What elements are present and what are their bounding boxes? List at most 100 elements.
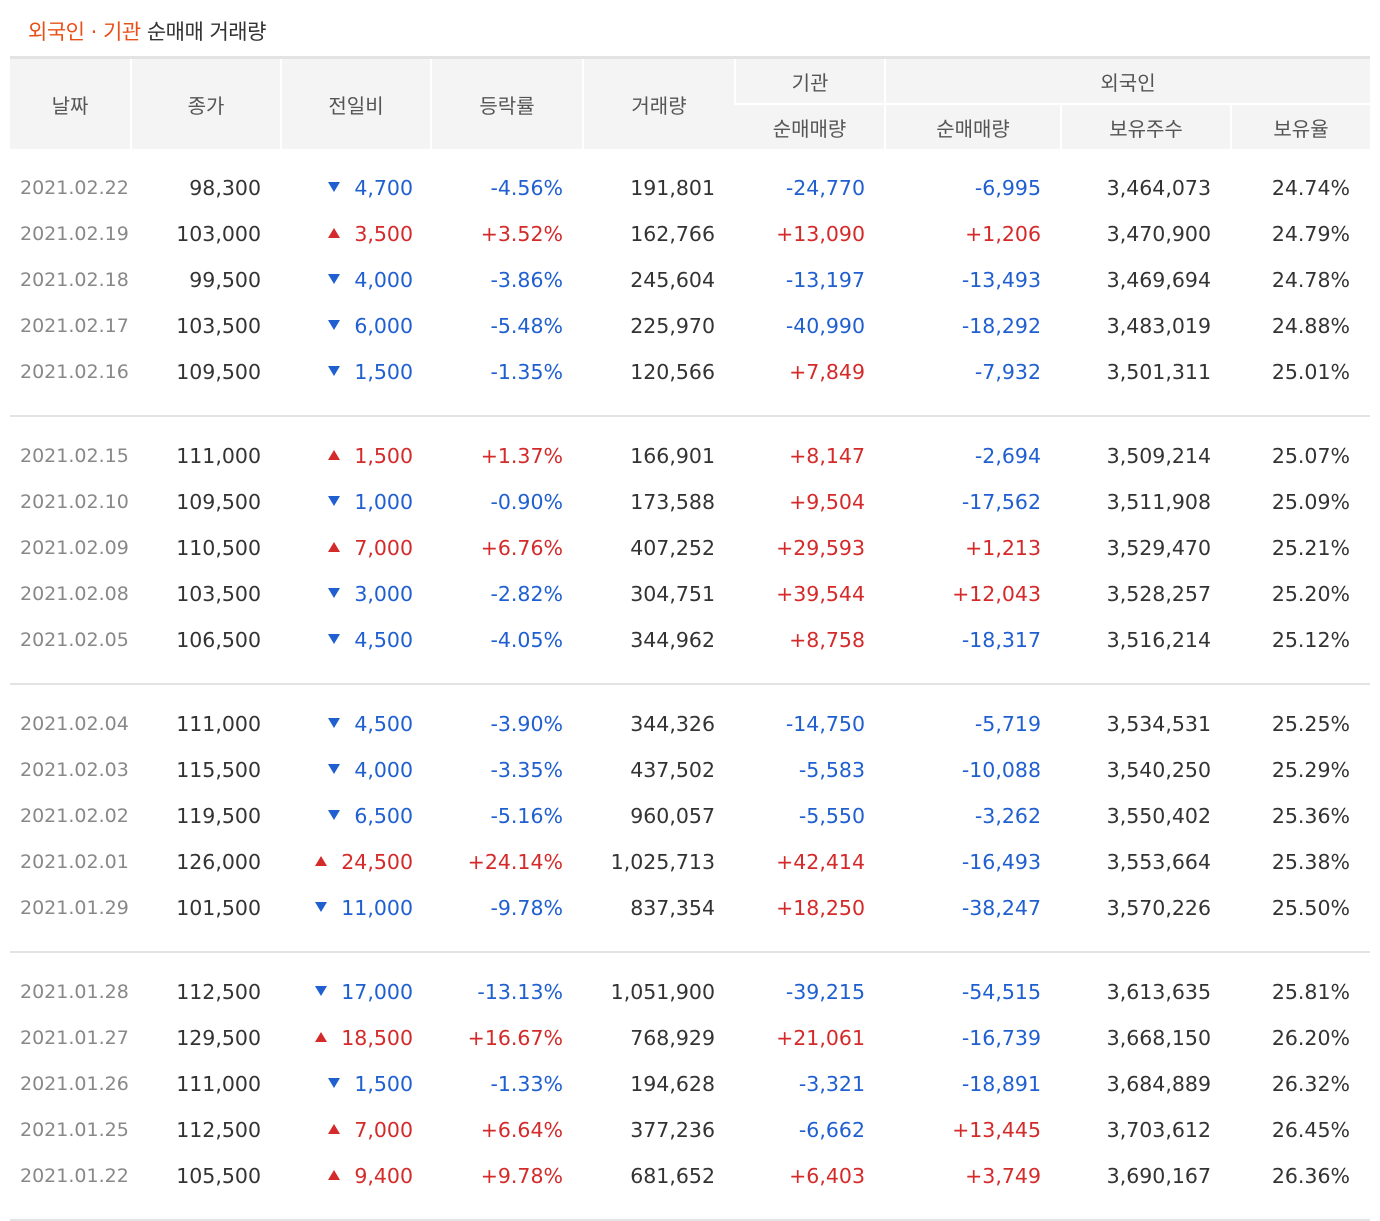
cell-date: 2021.02.17 bbox=[20, 315, 129, 337]
cell-inst-net: -24,770 bbox=[785, 176, 865, 200]
cell-foreign-hold: 3,509,214 bbox=[1106, 444, 1211, 468]
table-row: 2021.01.28 112,500 17,000 -13.13% 1,051,900 -… bbox=[10, 969, 1370, 1015]
cell-foreign-ratio: 25.12% bbox=[1271, 628, 1350, 652]
cell-change: 9,400 bbox=[281, 1153, 431, 1199]
cell-foreign-hold: 3,613,635 bbox=[1106, 980, 1211, 1004]
cell-volume: 194,628 bbox=[630, 1072, 715, 1096]
cell-close: 112,500 bbox=[176, 1118, 261, 1142]
change-value: 3,500 bbox=[354, 222, 413, 246]
cell-inst-net: +8,758 bbox=[789, 628, 865, 652]
cell-change: 1,500 bbox=[281, 433, 431, 479]
cell-foreign-hold: 3,550,402 bbox=[1106, 804, 1211, 828]
cell-rate: -4.05% bbox=[490, 628, 563, 652]
cell-date: 2021.02.05 bbox=[20, 629, 129, 651]
table-row: 2021.02.15 111,000 1,500 +1.37% 166,901 +8,14… bbox=[10, 433, 1370, 479]
cell-foreign-hold: 3,540,250 bbox=[1106, 758, 1211, 782]
cell-change: 24,500 bbox=[281, 839, 431, 885]
triangle-down-icon bbox=[328, 588, 341, 598]
triangle-down-icon bbox=[328, 274, 341, 284]
table-row: 2021.02.18 99,500 4,000 -3.86% 245,604 -13,19… bbox=[10, 257, 1370, 303]
cell-date: 2021.02.02 bbox=[20, 805, 129, 827]
cell-close: 126,000 bbox=[176, 850, 261, 874]
cell-inst-net: +18,250 bbox=[776, 896, 865, 920]
cell-foreign-hold: 3,501,311 bbox=[1106, 360, 1211, 384]
cell-foreign-hold: 3,464,073 bbox=[1106, 176, 1211, 200]
cell-foreign-ratio: 25.38% bbox=[1271, 850, 1350, 874]
cell-foreign-hold: 3,690,167 bbox=[1106, 1164, 1211, 1188]
cell-foreign-net: -54,515 bbox=[961, 980, 1041, 1004]
cell-inst-net: -5,583 bbox=[798, 758, 865, 782]
cell-change: 3,500 bbox=[281, 211, 431, 257]
cell-change: 4,500 bbox=[281, 617, 431, 663]
cell-inst-net: +6,403 bbox=[789, 1164, 865, 1188]
header-volume: 거래량 bbox=[582, 56, 735, 149]
cell-foreign-ratio: 26.32% bbox=[1271, 1072, 1350, 1096]
cell-change: 4,700 bbox=[281, 165, 431, 211]
cell-foreign-ratio: 25.20% bbox=[1271, 582, 1350, 606]
cell-close: 112,500 bbox=[176, 980, 261, 1004]
table-body: 2021.02.22 98,300 4,700 -4.56% 191,801 -24,77… bbox=[10, 149, 1370, 1221]
cell-foreign-ratio: 25.29% bbox=[1271, 758, 1350, 782]
triangle-down-icon bbox=[315, 986, 328, 996]
cell-change: 4,500 bbox=[281, 701, 431, 747]
cell-foreign-ratio: 25.07% bbox=[1271, 444, 1350, 468]
cell-date: 2021.01.25 bbox=[20, 1119, 129, 1141]
cell-volume: 173,588 bbox=[630, 490, 715, 514]
cell-change: 17,000 bbox=[281, 969, 431, 1015]
cell-change: 1,500 bbox=[281, 1061, 431, 1107]
cell-inst-net: +21,061 bbox=[776, 1026, 865, 1050]
spacer bbox=[10, 685, 1370, 701]
triangle-up-icon bbox=[315, 1032, 328, 1042]
table-row: 2021.02.03 115,500 4,000 -3.35% 437,502 -5,58… bbox=[10, 747, 1370, 793]
cell-volume: 344,962 bbox=[630, 628, 715, 652]
cell-volume: 344,326 bbox=[630, 712, 715, 736]
cell-rate: -3.90% bbox=[490, 712, 563, 736]
cell-foreign-net: +1,206 bbox=[965, 222, 1041, 246]
cell-rate: +3.52% bbox=[480, 222, 563, 246]
cell-rate: +6.76% bbox=[480, 536, 563, 560]
cell-close: 115,500 bbox=[176, 758, 261, 782]
triangle-down-icon bbox=[328, 634, 341, 644]
cell-change: 1,500 bbox=[281, 349, 431, 395]
cell-date: 2021.02.18 bbox=[20, 269, 129, 291]
triangle-down-icon bbox=[328, 496, 341, 506]
cell-volume: 304,751 bbox=[630, 582, 715, 606]
cell-close: 105,500 bbox=[176, 1164, 261, 1188]
table-row: 2021.02.01 126,000 24,500 +24.14% 1,025,713 +… bbox=[10, 839, 1370, 885]
change-value: 1,500 bbox=[354, 444, 413, 468]
cell-date: 2021.01.27 bbox=[20, 1027, 129, 1049]
cell-foreign-hold: 3,516,214 bbox=[1106, 628, 1211, 652]
cell-foreign-net: -16,493 bbox=[961, 850, 1041, 874]
cell-foreign-hold: 3,534,531 bbox=[1106, 712, 1211, 736]
cell-change: 6,000 bbox=[281, 303, 431, 349]
cell-close: 103,500 bbox=[176, 314, 261, 338]
cell-rate: +6.64% bbox=[480, 1118, 563, 1142]
table-row: 2021.02.17 103,500 6,000 -5.48% 225,970 -40,9… bbox=[10, 303, 1370, 349]
header-foreign-ratio: 보유율 bbox=[1230, 103, 1370, 149]
triangle-up-icon bbox=[328, 1170, 341, 1180]
change-value: 7,000 bbox=[354, 536, 413, 560]
cell-date: 2021.02.15 bbox=[20, 445, 129, 467]
cell-foreign-ratio: 26.45% bbox=[1271, 1118, 1350, 1142]
cell-foreign-net: -18,317 bbox=[961, 628, 1041, 652]
cell-foreign-hold: 3,529,470 bbox=[1106, 536, 1211, 560]
change-value: 4,500 bbox=[354, 628, 413, 652]
cell-date: 2021.01.29 bbox=[20, 897, 129, 919]
cell-rate: -4.56% bbox=[490, 176, 563, 200]
table-row: 2021.02.05 106,500 4,500 -4.05% 344,962 +8,75… bbox=[10, 617, 1370, 663]
cell-close: 110,500 bbox=[176, 536, 261, 560]
cell-foreign-ratio: 24.79% bbox=[1271, 222, 1350, 246]
cell-volume: 245,604 bbox=[630, 268, 715, 292]
cell-change: 4,000 bbox=[281, 257, 431, 303]
table-row: 2021.02.22 98,300 4,700 -4.56% 191,801 -24,77… bbox=[10, 165, 1370, 211]
cell-close: 109,500 bbox=[176, 360, 261, 384]
cell-foreign-hold: 3,684,889 bbox=[1106, 1072, 1211, 1096]
cell-date: 2021.02.22 bbox=[20, 177, 129, 199]
header-change: 전일비 bbox=[280, 56, 431, 149]
cell-volume: 1,025,713 bbox=[610, 850, 715, 874]
table-row: 2021.01.26 111,000 1,500 -1.33% 194,628 -3,32… bbox=[10, 1061, 1370, 1107]
triangle-down-icon bbox=[328, 320, 341, 330]
cell-foreign-net: -5,719 bbox=[974, 712, 1041, 736]
cell-rate: -1.35% bbox=[490, 360, 563, 384]
cell-change: 4,000 bbox=[281, 747, 431, 793]
